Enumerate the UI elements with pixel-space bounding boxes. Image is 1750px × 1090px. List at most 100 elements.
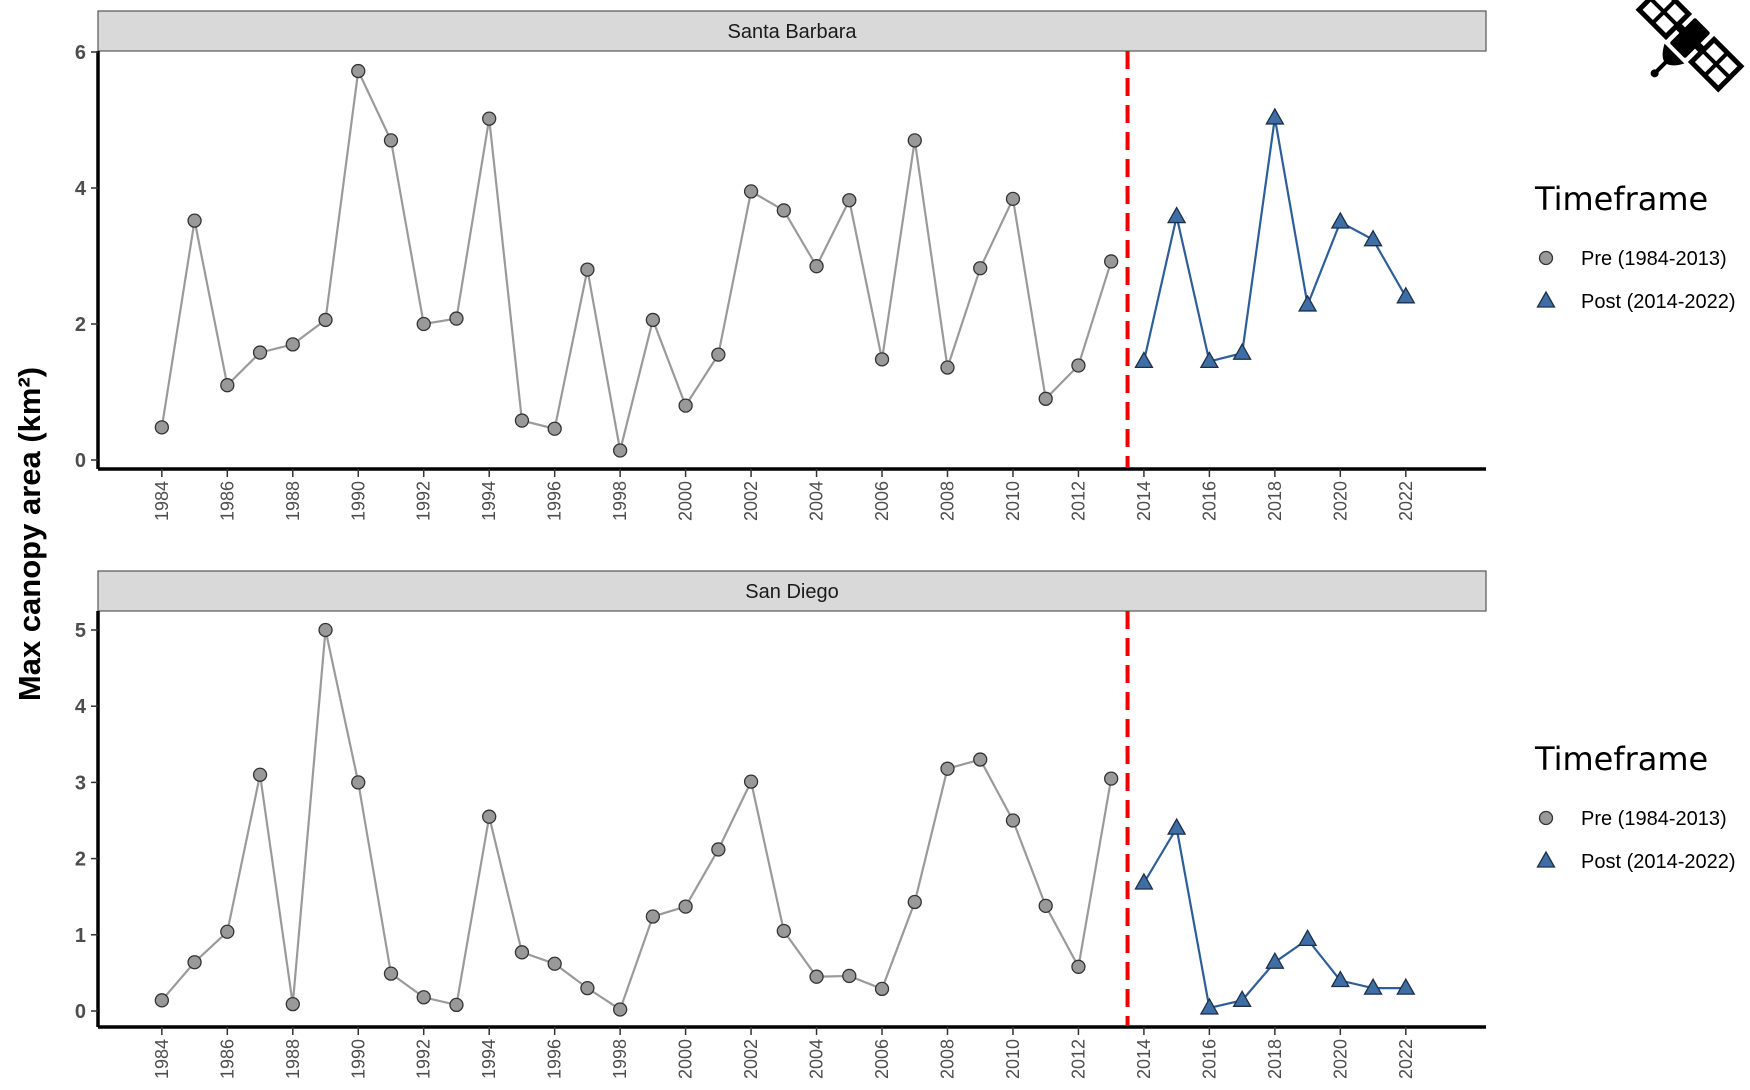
data-point-pre <box>383 133 399 148</box>
x-tick-label: 2012 <box>1068 481 1088 521</box>
data-point-post <box>1297 929 1318 947</box>
data-point-pre <box>252 767 268 782</box>
data-point-post <box>1167 206 1187 224</box>
data-point-pre <box>907 133 922 148</box>
x-tick-label: 1988 <box>283 481 303 521</box>
data-point-pre <box>580 980 595 996</box>
data-point-pre <box>514 413 530 428</box>
x-tick-label: 1986 <box>217 481 237 521</box>
data-point-pre <box>645 312 661 328</box>
x-tick-label: 2014 <box>1134 1039 1154 1079</box>
y-tick-label: 6 <box>75 42 86 64</box>
data-point-pre <box>907 894 922 910</box>
y-tick-label: 5 <box>75 620 86 642</box>
data-point-pre <box>776 203 791 218</box>
data-point-pre <box>973 752 988 767</box>
panel-strip <box>97 570 1487 612</box>
data-point-pre <box>711 347 726 362</box>
legend-label-pre: Pre (1984-2013) <box>1581 808 1727 830</box>
panel-title: San Diego <box>745 581 838 603</box>
legend-label-pre: Pre (1984-2013) <box>1581 248 1727 270</box>
data-point-pre <box>874 352 890 367</box>
panel-title: Santa Barbara <box>728 21 858 43</box>
data-point-pre <box>383 966 399 981</box>
legend-key-pre <box>1538 250 1554 266</box>
data-point-pre <box>842 193 857 208</box>
x-tick-label: 1998 <box>610 1039 630 1079</box>
data-point-pre <box>678 398 693 413</box>
x-tick-label: 2002 <box>741 1039 761 1079</box>
legend-label-post: Post (2014-2022) <box>1581 291 1736 313</box>
data-point-pre <box>809 969 824 984</box>
x-tick-label: 2008 <box>937 481 957 521</box>
data-point-post <box>1265 951 1285 969</box>
data-point-pre <box>612 443 628 458</box>
data-point-post <box>1396 977 1416 995</box>
data-point-post <box>1134 351 1154 369</box>
x-tick-label: 1994 <box>479 1039 499 1079</box>
y-tick-label: 2 <box>75 314 86 336</box>
legend-title: Timeframe <box>1534 180 1708 218</box>
legend-key-post <box>1536 850 1556 868</box>
x-tick-label: 2000 <box>676 1039 696 1079</box>
series-line-post <box>1142 825 1406 1010</box>
data-point-pre <box>187 955 202 970</box>
data-point-post <box>1232 990 1252 1007</box>
data-point-pre <box>645 909 661 924</box>
x-tick-label: 2004 <box>807 481 827 521</box>
data-point-post <box>1363 229 1383 247</box>
data-point-pre <box>1104 771 1119 786</box>
series-line-pre <box>161 629 1113 1012</box>
x-tick-label: 2012 <box>1068 1039 1088 1079</box>
satellite-icon <box>1635 0 1745 93</box>
data-point-post <box>1232 342 1252 360</box>
y-tick-label: 4 <box>75 178 87 200</box>
y-tick-label: 1 <box>75 925 86 947</box>
y-tick-label: 0 <box>75 450 86 472</box>
legend-key-pre <box>1538 810 1554 826</box>
data-point-pre <box>285 337 300 352</box>
data-point-pre <box>318 622 333 638</box>
data-point-pre <box>187 213 202 228</box>
y-axis-title: Max canopy area (km²) <box>12 367 47 701</box>
legend-0: Timeframe Pre (1984-2013) Post (2014-2022) <box>1534 180 1736 313</box>
data-point-post <box>1396 286 1416 304</box>
data-point-post <box>1363 977 1383 995</box>
data-point-pre <box>842 968 857 984</box>
data-point-pre <box>547 421 562 436</box>
x-tick-label: 2018 <box>1265 1039 1285 1079</box>
data-point-pre <box>743 184 759 199</box>
data-point-pre <box>514 945 530 960</box>
data-point-post <box>1134 872 1154 890</box>
data-point-pre <box>449 997 464 1013</box>
data-point-pre <box>1038 391 1053 406</box>
x-tick-label: 1998 <box>610 481 630 521</box>
data-point-pre <box>1071 959 1086 974</box>
data-point-pre <box>416 990 431 1005</box>
x-tick-label: 1996 <box>545 1039 565 1079</box>
x-tick-label: 1996 <box>545 481 565 521</box>
data-point-pre <box>1005 191 1021 207</box>
x-tick-label: 2010 <box>1003 1039 1023 1079</box>
data-point-pre <box>154 420 169 435</box>
x-tick-label: 2016 <box>1199 1039 1219 1079</box>
data-point-pre <box>1104 254 1119 269</box>
data-point-pre <box>220 924 235 939</box>
y-tick-label: 2 <box>75 849 86 871</box>
y-tick-label: 3 <box>75 772 86 794</box>
x-tick-label: 2020 <box>1330 1039 1350 1079</box>
x-tick-label: 1990 <box>348 1039 368 1079</box>
data-point-post <box>1199 351 1219 369</box>
data-point-pre <box>351 775 366 790</box>
data-point-post <box>1199 997 1219 1015</box>
data-point-post <box>1167 817 1187 835</box>
y-tick-label: 0 <box>75 1001 86 1023</box>
x-tick-label: 2020 <box>1330 481 1350 521</box>
data-point-pre <box>449 311 464 326</box>
panel-1: San Diego 0 1 2 3 4 5 1984 1986 1988 1990 1992 1994 1… <box>75 570 1487 1079</box>
x-tick-label: 2006 <box>872 481 892 521</box>
y-tick-label: 4 <box>75 696 87 718</box>
x-tick-label: 1992 <box>414 481 434 521</box>
data-point-pre <box>285 996 300 1012</box>
data-point-pre <box>743 774 759 789</box>
